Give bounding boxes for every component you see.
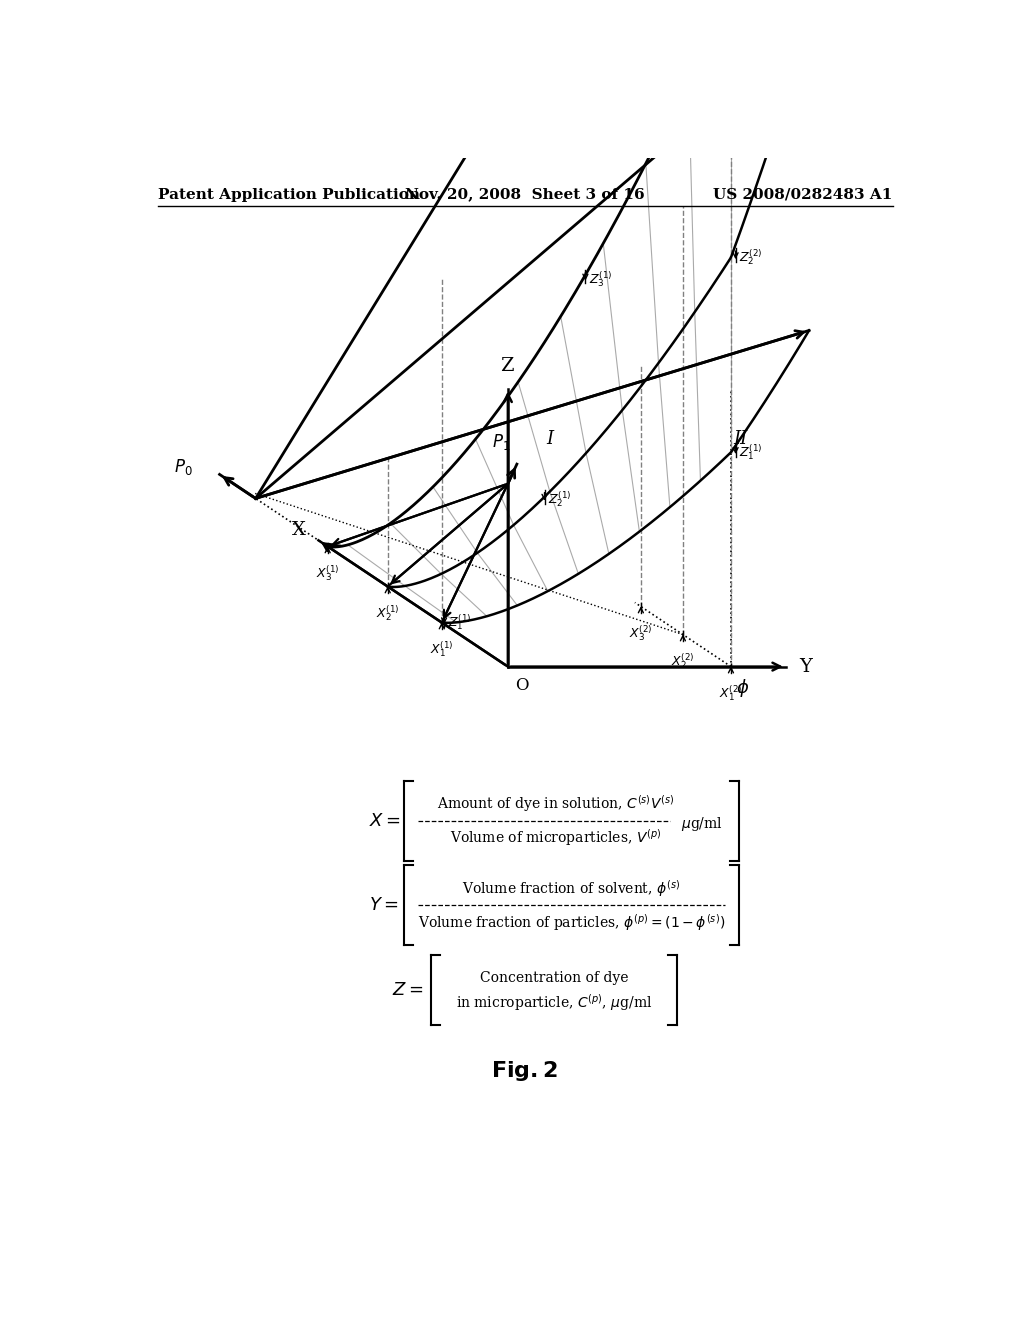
Text: $\bf{Fig. 2}$: $\bf{Fig. 2}$ xyxy=(492,1059,558,1082)
Text: $Z_1^{(1)}$: $Z_1^{(1)}$ xyxy=(447,612,471,632)
Text: I: I xyxy=(547,430,554,449)
Text: $X_3^{(2)}$: $X_3^{(2)}$ xyxy=(629,623,652,643)
Text: $Z_2^{(1)}$: $Z_2^{(1)}$ xyxy=(549,490,571,508)
Text: $X_1^{(2)}$: $X_1^{(2)}$ xyxy=(719,684,742,704)
Text: Volume fraction of solvent, $\phi^{(s)}$: Volume fraction of solvent, $\phi^{(s)}$ xyxy=(462,878,681,899)
Text: II: II xyxy=(733,430,748,449)
Text: in microparticle, $C^{(p)}$, $\mu$g/ml: in microparticle, $C^{(p)}$, $\mu$g/ml xyxy=(456,991,652,1012)
Text: $P_1$: $P_1$ xyxy=(493,432,511,451)
Text: Volume fraction of particles, $\phi^{(p)} = (1- \phi^{(s)})$: Volume fraction of particles, $\phi^{(p)… xyxy=(418,912,725,933)
Text: Z: Z xyxy=(500,356,513,375)
Text: $X =$: $X =$ xyxy=(370,812,401,829)
Text: Nov. 20, 2008  Sheet 3 of 16: Nov. 20, 2008 Sheet 3 of 16 xyxy=(404,187,645,202)
Text: Concentration of dye: Concentration of dye xyxy=(480,970,629,985)
Text: $\mu$g/ml: $\mu$g/ml xyxy=(681,814,723,833)
Text: $X_1^{(1)}$: $X_1^{(1)}$ xyxy=(430,639,454,659)
Text: $Z_1^{(1)}$: $Z_1^{(1)}$ xyxy=(738,442,762,462)
Text: Patent Application Publication: Patent Application Publication xyxy=(158,187,420,202)
Text: $X_3^{(1)}$: $X_3^{(1)}$ xyxy=(315,564,340,583)
Text: Volume of microparticles, $V^{(p)}$: Volume of microparticles, $V^{(p)}$ xyxy=(451,828,662,847)
Text: $Z_2^{(2)}$: $Z_2^{(2)}$ xyxy=(738,248,762,267)
Text: $X_2^{(1)}$: $X_2^{(1)}$ xyxy=(376,603,399,623)
Text: $P_0$: $P_0$ xyxy=(174,457,193,477)
Text: US 2008/0282483 A1: US 2008/0282483 A1 xyxy=(714,187,893,202)
Text: $X_2^{(2)}$: $X_2^{(2)}$ xyxy=(671,652,694,671)
Text: $Y =$: $Y =$ xyxy=(370,896,399,915)
Text: $Z_3^{(1)}$: $Z_3^{(1)}$ xyxy=(589,269,612,289)
Text: $\phi$: $\phi$ xyxy=(735,677,749,700)
Text: O: O xyxy=(515,677,529,694)
Text: X: X xyxy=(292,520,305,539)
Text: Y: Y xyxy=(800,657,813,676)
Text: $Z =$: $Z =$ xyxy=(392,981,424,999)
Text: Amount of dye in solution, $C^{(s)}V^{(s)}$: Amount of dye in solution, $C^{(s)}V^{(s… xyxy=(437,793,675,814)
